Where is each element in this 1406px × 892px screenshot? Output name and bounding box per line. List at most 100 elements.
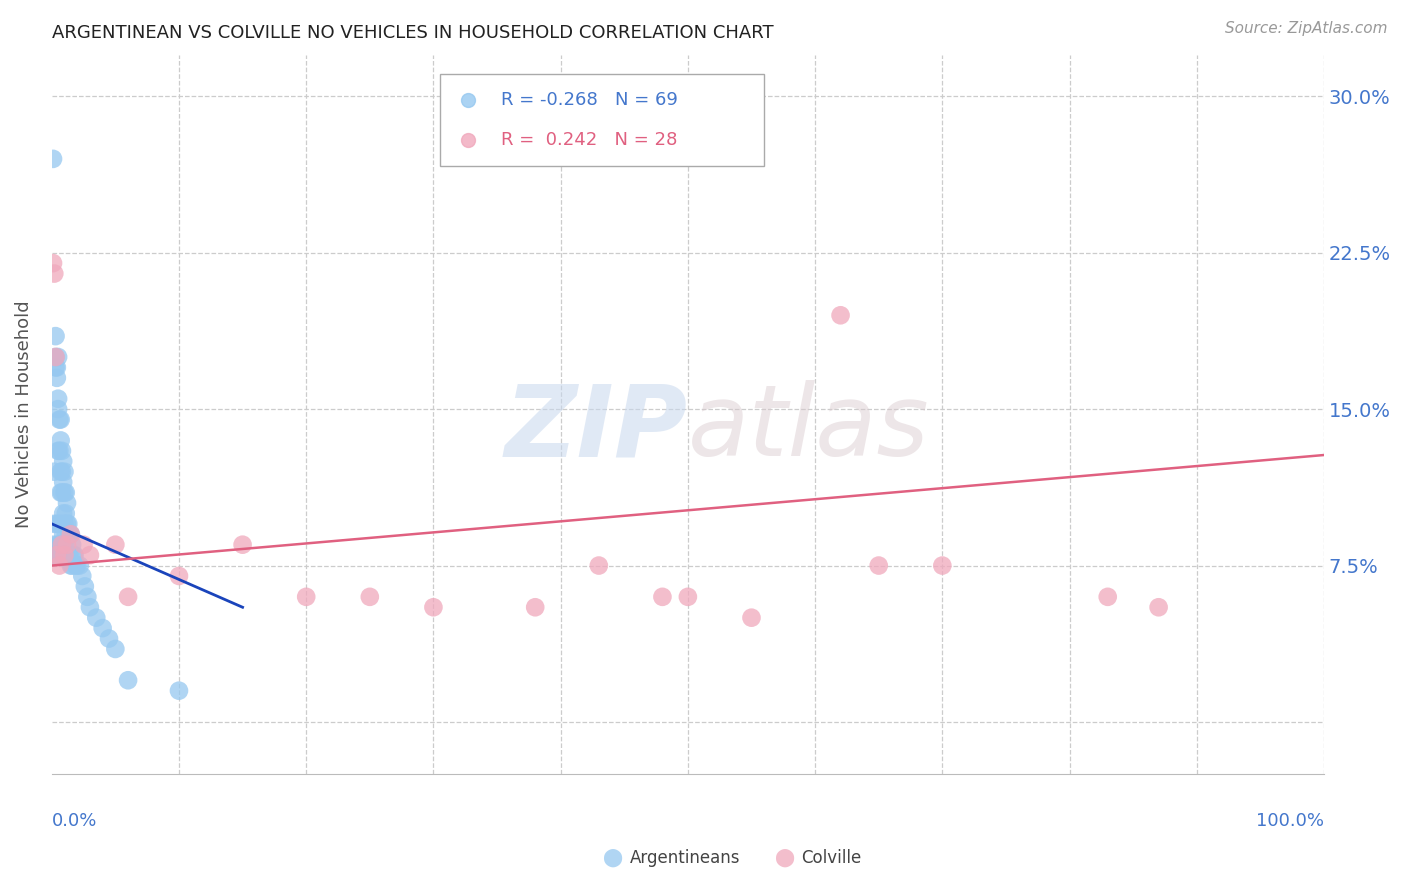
Point [49, 538, 72, 552]
Point [676, 590, 699, 604]
Point [45, 538, 67, 552]
Point [59, 527, 82, 541]
Point [72, 569, 94, 583]
Point [104, 642, 127, 657]
Point [45, 548, 67, 562]
Point [51, 516, 73, 531]
Point [868, 558, 890, 573]
Point [1147, 600, 1170, 615]
Text: ⬤: ⬤ [775, 849, 794, 867]
Point [79, 600, 101, 615]
Point [44, 548, 66, 562]
Point [42, 256, 65, 270]
Point [58, 516, 80, 531]
Point [63, 548, 86, 562]
Point [45, 548, 67, 562]
Text: Source: ZipAtlas.com: Source: ZipAtlas.com [1225, 21, 1388, 36]
Point [45, 350, 67, 364]
Point [55, 485, 77, 500]
Point [45, 360, 67, 375]
Point [49, 412, 72, 426]
Point [65, 558, 87, 573]
Point [58, 527, 80, 541]
Point [359, 590, 381, 604]
Point [51, 538, 73, 552]
Point [76, 590, 98, 604]
Text: 0.0%: 0.0% [52, 812, 97, 830]
Point [588, 558, 610, 573]
Text: ZIP: ZIP [505, 380, 688, 477]
Point [62, 548, 84, 562]
Point [49, 485, 72, 500]
Point [740, 610, 762, 624]
Point [52, 507, 75, 521]
Point [91, 621, 114, 635]
Point [48, 538, 70, 552]
Point [117, 590, 139, 604]
Point [52, 527, 75, 541]
Point [42, 152, 65, 166]
Text: ⬤: ⬤ [602, 849, 621, 867]
Point [73, 579, 96, 593]
Text: R =  0.242   N = 28: R = 0.242 N = 28 [501, 131, 678, 149]
Text: ARGENTINEAN VS COLVILLE NO VEHICLES IN HOUSEHOLD CORRELATION CHART: ARGENTINEAN VS COLVILLE NO VEHICLES IN H… [52, 24, 773, 42]
Point [60, 558, 83, 573]
Text: R = -0.268   N = 69: R = -0.268 N = 69 [501, 91, 678, 109]
Point [117, 673, 139, 688]
Text: 100.0%: 100.0% [1256, 812, 1324, 830]
Point [46, 443, 69, 458]
Point [58, 548, 80, 562]
Point [45, 516, 67, 531]
Point [42, 548, 65, 562]
Point [56, 516, 79, 531]
Point [72, 538, 94, 552]
Bar [440, 74, 765, 166]
Point [49, 465, 72, 479]
Point [46, 392, 69, 406]
Point [1097, 590, 1119, 604]
Point [45, 360, 67, 375]
Point [45, 350, 67, 364]
Point [59, 558, 82, 573]
Point [52, 454, 75, 468]
Point [524, 600, 547, 615]
Point [295, 590, 318, 604]
Point [53, 516, 76, 531]
Point [59, 527, 82, 541]
Point [55, 507, 77, 521]
Point [46, 350, 69, 364]
Point [167, 569, 190, 583]
Point [84, 610, 107, 624]
Point [48, 558, 70, 573]
Point [53, 465, 76, 479]
Point [49, 434, 72, 448]
Point [44, 267, 66, 281]
Point [69, 558, 91, 573]
Point [66, 558, 89, 573]
Point [931, 558, 953, 573]
Point [48, 516, 70, 531]
Point [58, 548, 80, 562]
Point [232, 538, 254, 552]
Point [51, 465, 73, 479]
Point [56, 548, 79, 562]
Point [56, 538, 79, 552]
Point [48, 443, 70, 458]
Point [51, 443, 73, 458]
Text: Colville: Colville [801, 849, 862, 867]
Point [830, 308, 852, 322]
Point [60, 538, 83, 552]
Point [55, 527, 77, 541]
Text: atlas: atlas [688, 380, 929, 477]
Point [167, 683, 190, 698]
Y-axis label: No Vehicles in Household: No Vehicles in Household [15, 301, 32, 528]
Point [46, 548, 69, 562]
Point [45, 371, 67, 385]
Point [44, 465, 66, 479]
Point [56, 496, 79, 510]
Point [53, 548, 76, 562]
Point [51, 485, 73, 500]
Point [422, 600, 444, 615]
Point [45, 329, 67, 343]
Point [48, 412, 70, 426]
